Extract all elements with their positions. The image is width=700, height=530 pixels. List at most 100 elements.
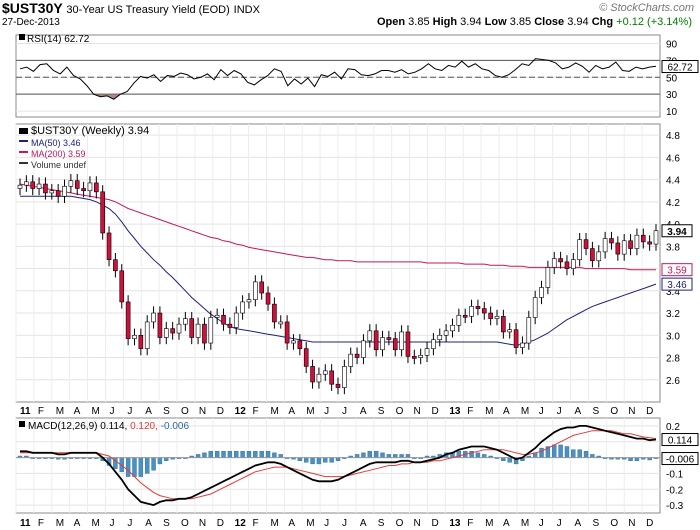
candle-body	[615, 242, 621, 255]
macd-hist-value: -0.006	[161, 421, 190, 432]
price-x-label: A	[288, 406, 295, 417]
candle-body	[564, 261, 570, 269]
macd-histogram-bar	[253, 451, 258, 458]
candle-body	[151, 312, 156, 323]
price-x-label: N	[628, 406, 635, 417]
macd-histogram-bar	[329, 457, 334, 463]
macd-histogram-bar	[367, 451, 372, 458]
candle-body	[24, 181, 29, 186]
candle-body	[418, 354, 423, 358]
price-tick-label: 4.2	[666, 198, 680, 209]
macd-x-label: M	[521, 518, 529, 529]
price-x-label: F	[38, 406, 44, 417]
macd-x-label: J	[557, 518, 562, 529]
candle-body	[501, 316, 506, 333]
macd-histogram-bar	[558, 444, 563, 458]
candle-body	[189, 318, 195, 338]
macd-x-label: S	[592, 518, 599, 529]
macd-x-label: F	[38, 518, 44, 529]
candle-body	[259, 281, 264, 294]
candle-body	[329, 370, 334, 385]
rsi-legend-swatch	[19, 34, 25, 40]
macd-histogram-bar	[234, 451, 239, 458]
candle-body	[526, 317, 532, 344]
price-x-label: F	[467, 406, 473, 417]
candle-body	[176, 323, 182, 334]
candle-body	[424, 348, 430, 356]
price-x-label: J	[539, 406, 544, 417]
exchange: INDX	[233, 4, 260, 16]
macd-label: MACD(12,26,9) 0.114, 0.120, -0.006	[28, 421, 189, 432]
candle-body	[81, 188, 86, 192]
price-label: 3.59	[667, 266, 687, 277]
macd-histogram-bar	[552, 444, 557, 458]
macd-x-label: M	[92, 518, 100, 529]
candle-body	[265, 292, 271, 305]
candle-body	[380, 337, 385, 351]
candle-body	[628, 240, 633, 249]
candle-body	[36, 183, 42, 189]
stockcharts-credit: © StockCharts.com	[599, 2, 694, 14]
macd-x-label: A	[503, 518, 510, 529]
macd-histogram-bar	[125, 457, 131, 477]
candle-body	[278, 321, 284, 325]
price-tick-label: 2.6	[666, 376, 680, 387]
candle-body	[87, 182, 93, 192]
price-tick-label: 3.2	[666, 309, 680, 320]
macd-line	[20, 425, 657, 507]
candle-body	[354, 353, 360, 358]
macd-x-label: S	[163, 518, 170, 529]
price-x-label: A	[503, 406, 510, 417]
close-value: 3.94	[567, 16, 589, 28]
macd-histogram-bar	[151, 457, 156, 471]
macd-x-label: A	[74, 518, 81, 529]
candle-body	[291, 340, 296, 344]
candle-body	[348, 353, 354, 367]
macd-histogram-bar	[539, 447, 544, 458]
candle-body	[405, 331, 411, 357]
candle-body	[284, 321, 290, 344]
candle-body	[170, 328, 175, 334]
candle-body	[609, 238, 614, 244]
symbol-description: 30-Year US Treasury Yield (EOD)	[66, 4, 230, 16]
candle-body	[62, 185, 67, 197]
candle-body	[322, 370, 328, 375]
candle-body	[412, 356, 417, 359]
candle-body	[507, 329, 513, 333]
price-x-label: A	[74, 406, 81, 417]
price-x-label: A	[360, 406, 367, 417]
price-x-label: A	[575, 406, 582, 417]
macd-histogram-bar	[272, 452, 277, 458]
price-tick-label: 3.0	[666, 331, 680, 342]
macd-tick-label: -0.2	[666, 485, 684, 496]
macd-value-label: 0.114	[668, 436, 693, 447]
candle-body	[132, 334, 137, 339]
macd-histogram-bar	[564, 446, 570, 458]
macd-histogram-bar	[246, 451, 252, 458]
chart-header: $UST30Y 30-Year US Treasury Yield (EOD) …	[2, 0, 260, 16]
macd-x-label: N	[199, 518, 206, 529]
price-x-label: M	[521, 406, 529, 417]
candle-body	[469, 306, 474, 317]
price-label: 3.46	[667, 280, 687, 291]
macd-histogram-bar	[157, 457, 163, 465]
candle-body	[437, 334, 443, 341]
candle-body	[640, 234, 646, 243]
price-x-label: J	[557, 406, 562, 417]
candle-body	[386, 337, 392, 340]
candle-body	[113, 259, 118, 272]
candle-body	[94, 182, 99, 193]
candle-body	[475, 306, 481, 309]
candle-body	[100, 191, 105, 234]
macd-x-label: O	[610, 518, 618, 529]
candle-body	[634, 234, 640, 249]
macd-histogram-bar	[304, 457, 309, 463]
candle-body	[310, 366, 315, 383]
macd-histogram-bar	[138, 457, 144, 477]
chg-label: Chg	[591, 16, 614, 28]
candle-body	[621, 240, 627, 255]
macd-x-label: J	[109, 518, 114, 529]
rsi-line	[19, 58, 657, 100]
price-tick-label: 4.8	[666, 131, 680, 142]
macd-x-label: D	[217, 518, 224, 529]
